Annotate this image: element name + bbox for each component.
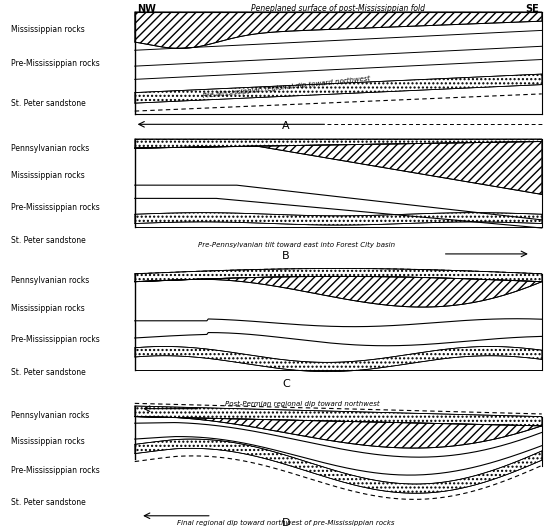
Text: Final regional dip toward northwest of pre-Mississippian rocks: Final regional dip toward northwest of p… <box>177 519 395 526</box>
Text: Pre-Mississippian rocks: Pre-Mississippian rocks <box>11 466 100 476</box>
Text: St. Peter sandstone: St. Peter sandstone <box>11 498 86 507</box>
Text: St. Peter sandstone: St. Peter sandstone <box>11 236 86 245</box>
Text: Pennsylvanian rocks: Pennsylvanian rocks <box>11 411 89 420</box>
Text: NW: NW <box>138 4 156 14</box>
Text: Peneplaned surface of post-Mississippian fold: Peneplaned surface of post-Mississippian… <box>251 4 425 13</box>
Text: Mississippian rocks: Mississippian rocks <box>11 304 85 313</box>
Text: SE: SE <box>525 4 539 14</box>
Text: Pre-Mississippian rocks: Pre-Mississippian rocks <box>11 203 100 212</box>
Text: Mississippian rocks: Mississippian rocks <box>11 24 85 34</box>
Text: B: B <box>282 251 290 261</box>
Text: Pre-Pennsylvanian tilt toward east into Forest City basin: Pre-Pennsylvanian tilt toward east into … <box>199 242 395 248</box>
Text: Pennsylvanian rocks: Pennsylvanian rocks <box>11 276 89 285</box>
Text: Pre-Mississippian regional dip toward northwest: Pre-Mississippian regional dip toward no… <box>202 76 370 99</box>
Text: Pre-Mississippian rocks: Pre-Mississippian rocks <box>11 335 100 344</box>
Text: Mississippian rocks: Mississippian rocks <box>11 437 85 446</box>
Text: Mississippian rocks: Mississippian rocks <box>11 171 85 180</box>
Text: St. Peter sandstone: St. Peter sandstone <box>11 368 86 378</box>
Text: A: A <box>282 121 290 131</box>
Text: Post-Permian regional dip toward northwest: Post-Permian regional dip toward northwe… <box>225 401 380 407</box>
Text: St. Peter sandstone: St. Peter sandstone <box>11 98 86 108</box>
Text: Pre-Mississippian rocks: Pre-Mississippian rocks <box>11 59 100 68</box>
Text: Pennsylvanian rocks: Pennsylvanian rocks <box>11 143 89 153</box>
Text: C: C <box>282 379 290 389</box>
Text: D: D <box>282 518 290 528</box>
